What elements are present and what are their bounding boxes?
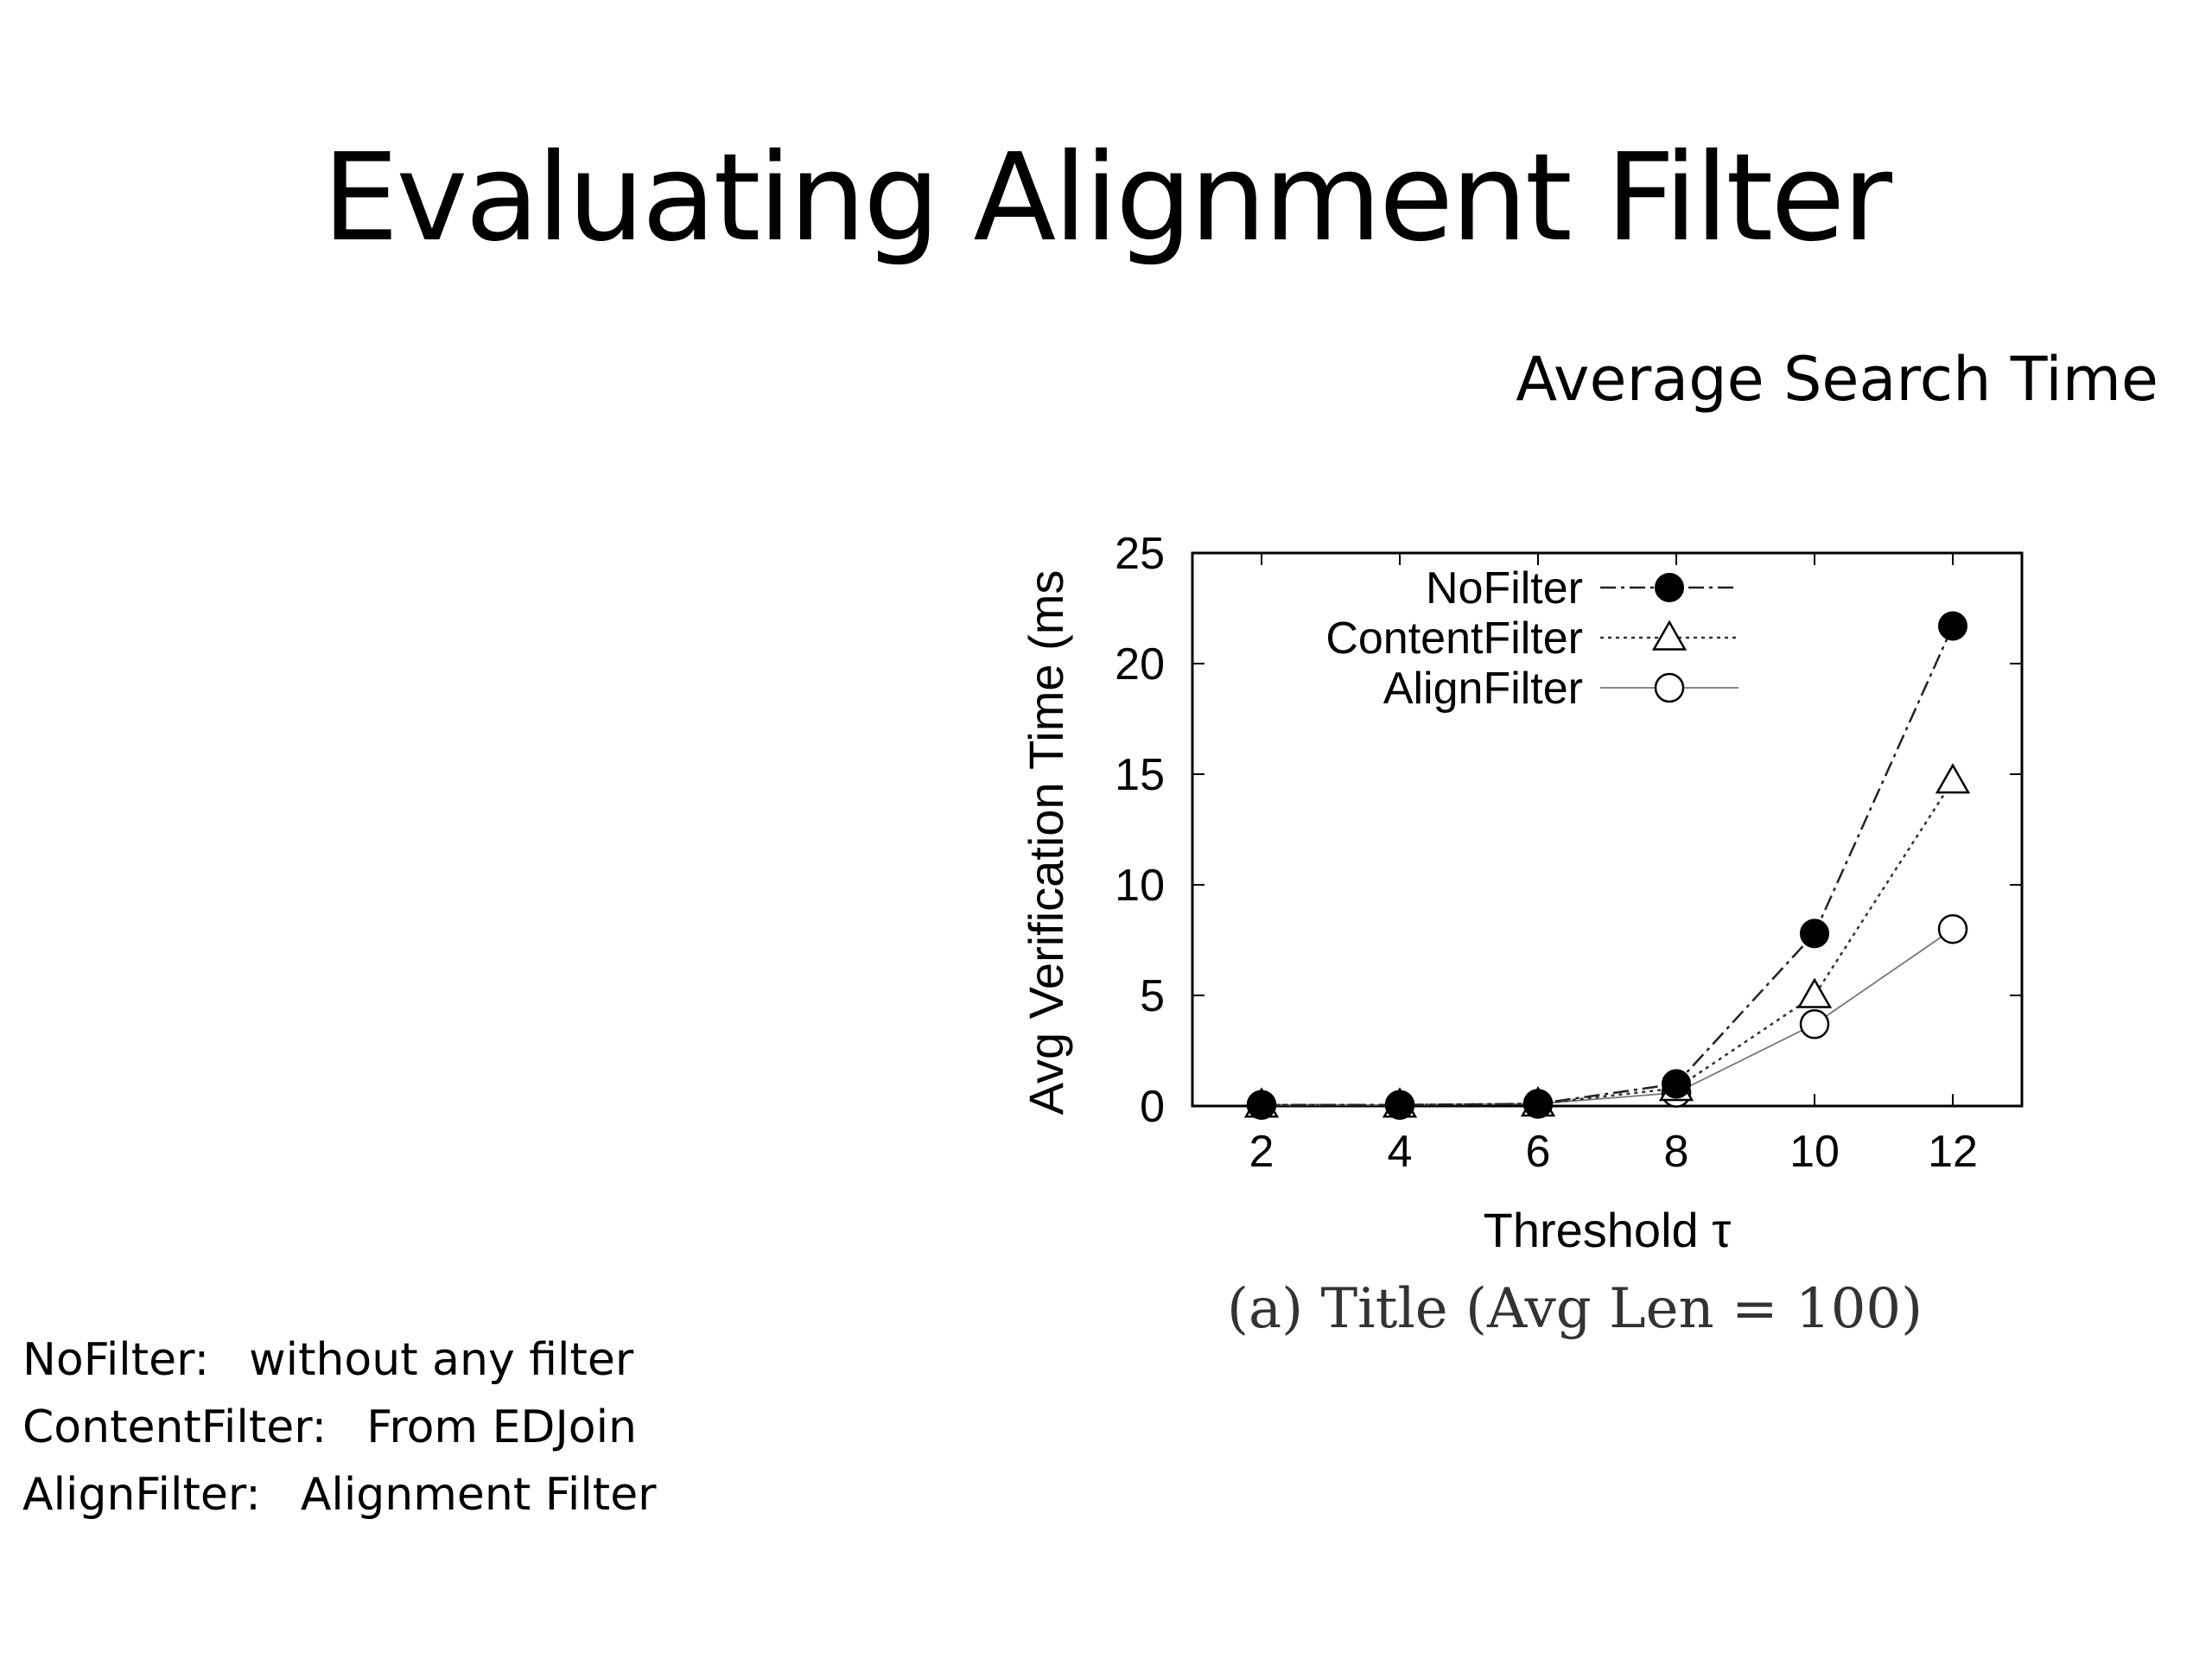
definitions-list: NoFilter: without any filter ContentFilte… xyxy=(22,1326,657,1529)
y-axis: 0 5 10 15 20 25 xyxy=(1115,529,2022,1132)
line-chart: 2 4 6 8 10 12 0 5 10 15 20 25 NoFilterContentFilte… xyxy=(1019,529,2024,1257)
x-axis-label: Threshold τ xyxy=(1484,1203,1732,1257)
data-point xyxy=(1937,913,1968,944)
y-tick-label: 15 xyxy=(1115,750,1165,800)
series-line xyxy=(1262,780,1955,1106)
x-tick-label: 2 xyxy=(1249,1127,1274,1177)
plot-frame xyxy=(1191,551,2024,1108)
data-point xyxy=(1799,1009,1830,1039)
data-point xyxy=(1523,1089,1553,1119)
x-tick-label: 4 xyxy=(1388,1127,1413,1177)
definition-term: AlignFilter: xyxy=(22,1469,261,1521)
legend-label: NoFilter xyxy=(1426,563,1583,613)
definition-term: ContentFilter: xyxy=(22,1402,327,1453)
y-tick-label: 25 xyxy=(1115,529,1165,579)
data-point xyxy=(1800,918,1829,949)
definition-description: Alignment Filter xyxy=(300,1469,657,1521)
series-line xyxy=(1262,625,1955,1106)
chart-subtitle: Average Search Time xyxy=(1516,344,2158,415)
legend-label: AlignFilter xyxy=(1383,664,1583,714)
x-tick-label: 8 xyxy=(1664,1127,1689,1177)
data-point xyxy=(1247,1090,1276,1120)
y-tick-label: 0 xyxy=(1140,1082,1165,1132)
y-axis-label: Avg Verification Time (ms xyxy=(1019,570,1073,1116)
x-tick-label: 12 xyxy=(1928,1127,1978,1177)
data-point xyxy=(1385,1090,1414,1120)
y-tick-label: 5 xyxy=(1140,971,1165,1021)
legend-label: ContentFilter xyxy=(1325,613,1583,664)
data-point xyxy=(1796,977,1833,1008)
definition-row: AlignFilter: Alignment Filter xyxy=(22,1461,657,1529)
definition-row: ContentFilter: From EDJoin xyxy=(22,1394,657,1461)
legend-marker xyxy=(1654,672,1685,703)
legend-marker xyxy=(1651,620,1688,651)
x-tick-label: 10 xyxy=(1789,1127,1840,1177)
data-point xyxy=(1938,611,1967,641)
definition-description: From EDJoin xyxy=(366,1402,638,1453)
series-contentfilter xyxy=(1243,763,1971,1118)
definition-term: NoFilter: xyxy=(22,1334,210,1386)
definition-row: NoFilter: without any filter xyxy=(22,1326,657,1394)
slide-title: Evaluating Alignment Filter xyxy=(322,128,1892,269)
definition-description: without any filter xyxy=(249,1334,634,1386)
data-point xyxy=(1662,1069,1691,1099)
series-nofilter xyxy=(1247,611,1967,1120)
chart-caption: (a) Title (Avg Len = 100) xyxy=(1227,1277,1923,1341)
x-axis: 2 4 6 8 10 12 xyxy=(1249,553,1978,1177)
data-point xyxy=(1935,763,1971,794)
x-tick-label: 6 xyxy=(1526,1127,1551,1177)
series-line xyxy=(1262,928,1954,1106)
legend-marker xyxy=(1655,573,1684,602)
y-tick-label: 10 xyxy=(1115,861,1165,911)
y-tick-label: 20 xyxy=(1115,639,1165,690)
series-layer xyxy=(1243,611,1971,1120)
series-alignfilter xyxy=(1246,913,1968,1120)
